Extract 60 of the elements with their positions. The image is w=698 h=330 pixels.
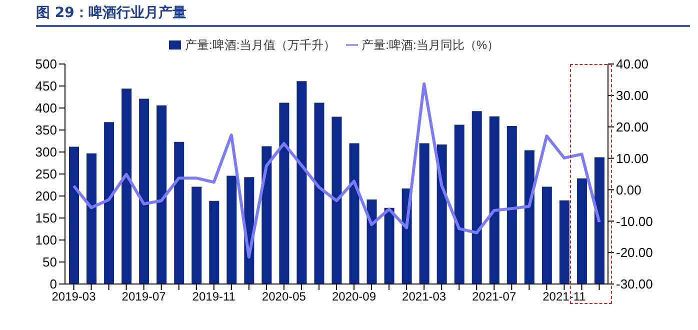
bar	[209, 200, 220, 284]
legend-label: 产量:啤酒:当月同比（%）	[362, 38, 499, 52]
bar	[542, 186, 552, 284]
bar	[156, 105, 167, 284]
y-tick-label: 100	[35, 232, 57, 248]
bar	[419, 143, 430, 284]
y2-tick-label: 10.00	[616, 150, 649, 166]
line-series	[72, 82, 601, 258]
y-tick-label: 400	[35, 100, 57, 116]
y2-tick-label: 20.00	[616, 119, 649, 134]
x-tick-label: 2020-05	[262, 290, 306, 304]
x-tick-label: 2019-11	[192, 290, 236, 304]
y-tick-label: 50	[42, 254, 57, 270]
bar	[139, 98, 150, 284]
x-tick-label: 2021-07	[472, 290, 516, 304]
y-tick-label: 150	[35, 210, 57, 226]
x-tick-label: 2021-03	[402, 290, 446, 304]
x-tick-label: 2019-03	[52, 290, 96, 304]
bar	[262, 146, 272, 284]
y-tick-label: 0	[50, 276, 57, 292]
bar	[436, 144, 447, 284]
bar	[104, 122, 114, 284]
y2-tick-label: -10.00	[616, 214, 653, 229]
y2-tick-label: 30.00	[616, 88, 649, 104]
bar	[472, 111, 482, 284]
y-tick-label: 300	[35, 144, 57, 160]
bar	[489, 116, 500, 284]
bar	[576, 178, 587, 284]
x-tick-label: 2021-11	[542, 290, 586, 304]
legend-label: 产量:啤酒:当月值（万千升）	[184, 38, 336, 52]
y2-tick-label: -30.00	[616, 276, 653, 292]
y2-tick-label: 40.00	[616, 56, 649, 72]
bar	[454, 124, 464, 284]
bar	[86, 153, 97, 284]
x-tick-label: 2020-09	[332, 290, 376, 304]
bar	[69, 146, 79, 284]
y-tick-label: 200	[35, 188, 57, 204]
bar	[594, 157, 604, 284]
y2-tick-label: -20.00	[616, 245, 653, 260]
x-tick-label: 2019-07	[122, 290, 166, 304]
bar	[226, 176, 237, 284]
bar	[349, 143, 360, 284]
y-tick-label: 350	[35, 122, 57, 138]
bar	[314, 102, 324, 284]
y-tick-label: 450	[35, 78, 57, 94]
y-tick-label: 500	[35, 56, 57, 72]
bar	[174, 142, 184, 284]
bar	[384, 208, 394, 284]
bar	[279, 102, 290, 284]
bar	[192, 186, 202, 284]
bar	[332, 116, 342, 284]
y-tick-label: 250	[35, 166, 57, 182]
bar	[366, 200, 377, 284]
bar	[122, 88, 132, 284]
chart-title: 图 29：啤酒行业月产量	[36, 4, 690, 27]
bar	[506, 126, 517, 284]
y2-tick-label: 0.00	[616, 182, 642, 198]
bar	[559, 200, 570, 284]
bar	[296, 81, 307, 284]
bar	[524, 150, 534, 284]
